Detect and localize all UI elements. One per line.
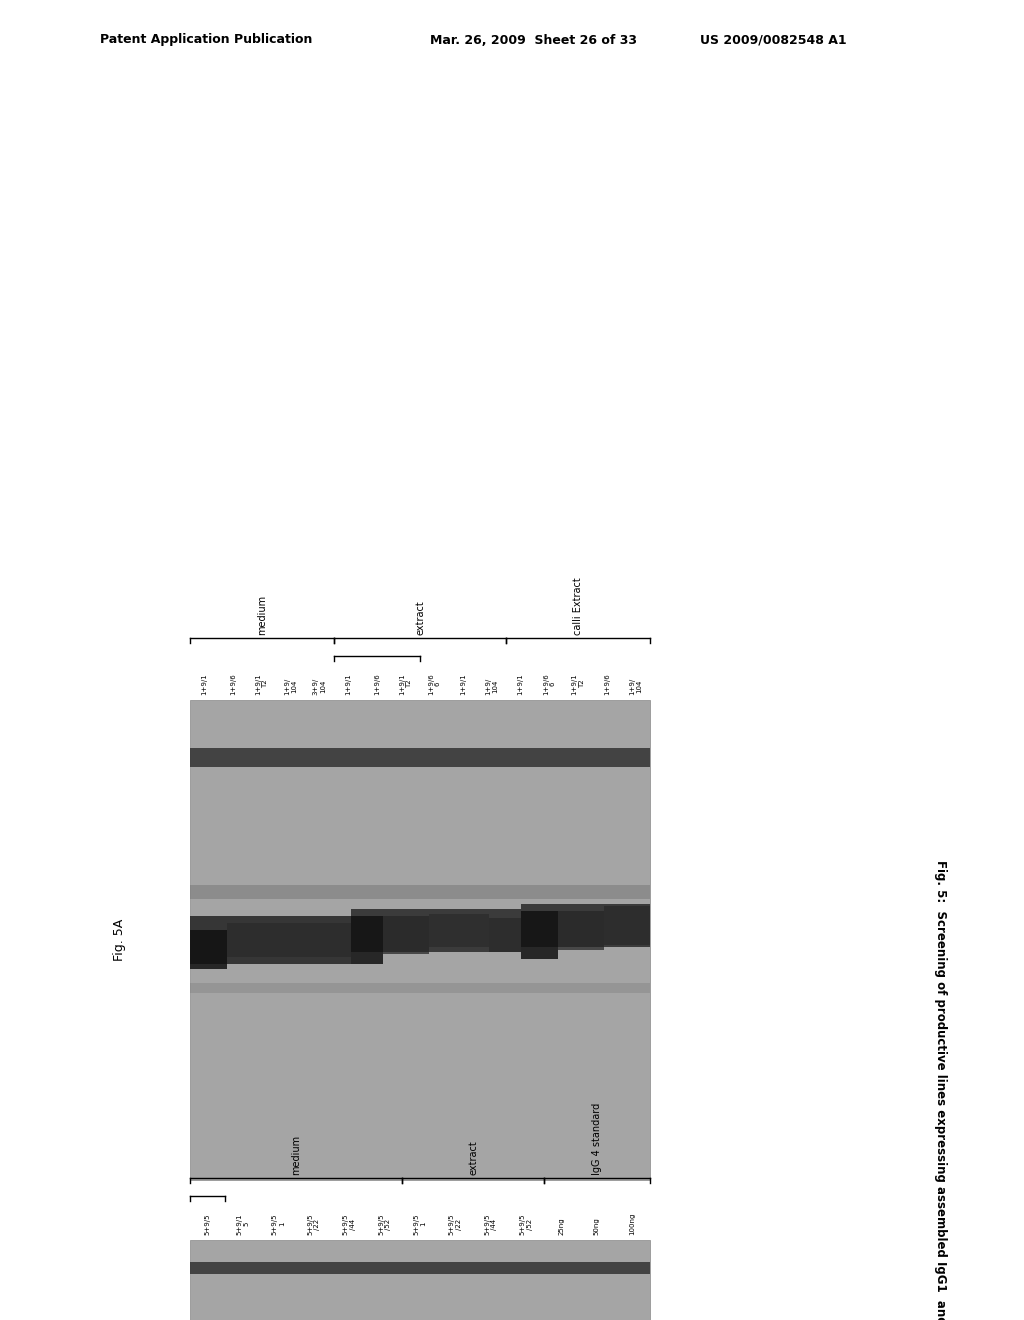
Text: Fig. 5:  Screening of productive lines expressing assembled IgG1  and IgG4: Fig. 5: Screening of productive lines ex… — [934, 861, 946, 1320]
Text: 50ng: 50ng — [594, 1217, 600, 1236]
Text: 5+9/5
/22: 5+9/5 /22 — [307, 1213, 321, 1236]
Text: medium: medium — [291, 1135, 301, 1175]
Text: 1+9/
104: 1+9/ 104 — [629, 677, 642, 696]
Bar — [383, 916, 429, 954]
Text: 3+9/
104: 3+9/ 104 — [313, 677, 326, 696]
Bar — [489, 919, 521, 952]
Text: 5+9/1
5: 5+9/1 5 — [237, 1213, 250, 1236]
Bar — [190, 931, 226, 969]
Text: 1+9/1: 1+9/1 — [460, 673, 466, 696]
Bar — [190, 1262, 650, 1274]
Text: 1+9/1: 1+9/1 — [202, 673, 208, 696]
Bar — [190, 700, 650, 1180]
Bar — [521, 904, 650, 948]
Text: IgG 4 standard: IgG 4 standard — [592, 1102, 602, 1175]
Text: extract: extract — [468, 1140, 478, 1175]
Bar — [226, 923, 351, 957]
Text: calli Extract: calli Extract — [573, 577, 583, 635]
Text: 25ng: 25ng — [558, 1217, 564, 1236]
Text: 100ng: 100ng — [630, 1213, 635, 1236]
Text: Fig. 5A: Fig. 5A — [114, 919, 127, 961]
Bar — [190, 1239, 650, 1320]
Bar — [190, 916, 351, 964]
Text: 5+9/5
/52: 5+9/5 /52 — [378, 1213, 391, 1236]
Text: 5+9/5
1: 5+9/5 1 — [272, 1213, 285, 1236]
Bar — [190, 748, 650, 767]
Text: 1+9/6
6: 1+9/6 6 — [543, 673, 556, 696]
Bar — [521, 911, 558, 960]
Text: 5+9/5: 5+9/5 — [205, 1213, 211, 1236]
Text: extract: extract — [415, 601, 425, 635]
Text: 5+9/5
/22: 5+9/5 /22 — [449, 1213, 462, 1236]
Text: 1+9/
104: 1+9/ 104 — [485, 677, 499, 696]
Text: medium: medium — [257, 595, 267, 635]
Text: 1+9/
104: 1+9/ 104 — [284, 677, 297, 696]
Text: 1+9/6: 1+9/6 — [374, 673, 380, 696]
Bar — [190, 983, 650, 993]
Text: 1+9/1: 1+9/1 — [345, 673, 351, 696]
Bar — [351, 908, 521, 952]
Text: Patent Application Publication: Patent Application Publication — [100, 33, 312, 46]
Text: 1+9/1: 1+9/1 — [517, 673, 523, 696]
Text: 1+9/1
T2: 1+9/1 T2 — [571, 673, 585, 696]
Text: 1+9/6: 1+9/6 — [604, 673, 610, 696]
Text: 5+9/5
/52: 5+9/5 /52 — [519, 1213, 532, 1236]
Text: 1+9/1
T2: 1+9/1 T2 — [399, 673, 412, 696]
Text: 1+9/6: 1+9/6 — [230, 673, 237, 696]
Bar — [429, 913, 489, 948]
Bar — [351, 916, 383, 964]
Text: US 2009/0082548 A1: US 2009/0082548 A1 — [700, 33, 847, 46]
Text: 5+9/5
/44: 5+9/5 /44 — [484, 1213, 498, 1236]
Bar — [604, 907, 650, 945]
Text: 5+9/5
/44: 5+9/5 /44 — [343, 1213, 355, 1236]
Text: 5+9/5
1: 5+9/5 1 — [414, 1213, 427, 1236]
Bar — [190, 884, 650, 899]
Text: 1+9/1
T2: 1+9/1 T2 — [255, 673, 268, 696]
Bar — [558, 911, 604, 949]
Text: Mar. 26, 2009  Sheet 26 of 33: Mar. 26, 2009 Sheet 26 of 33 — [430, 33, 637, 46]
Text: 1+9/6
6: 1+9/6 6 — [428, 673, 441, 696]
